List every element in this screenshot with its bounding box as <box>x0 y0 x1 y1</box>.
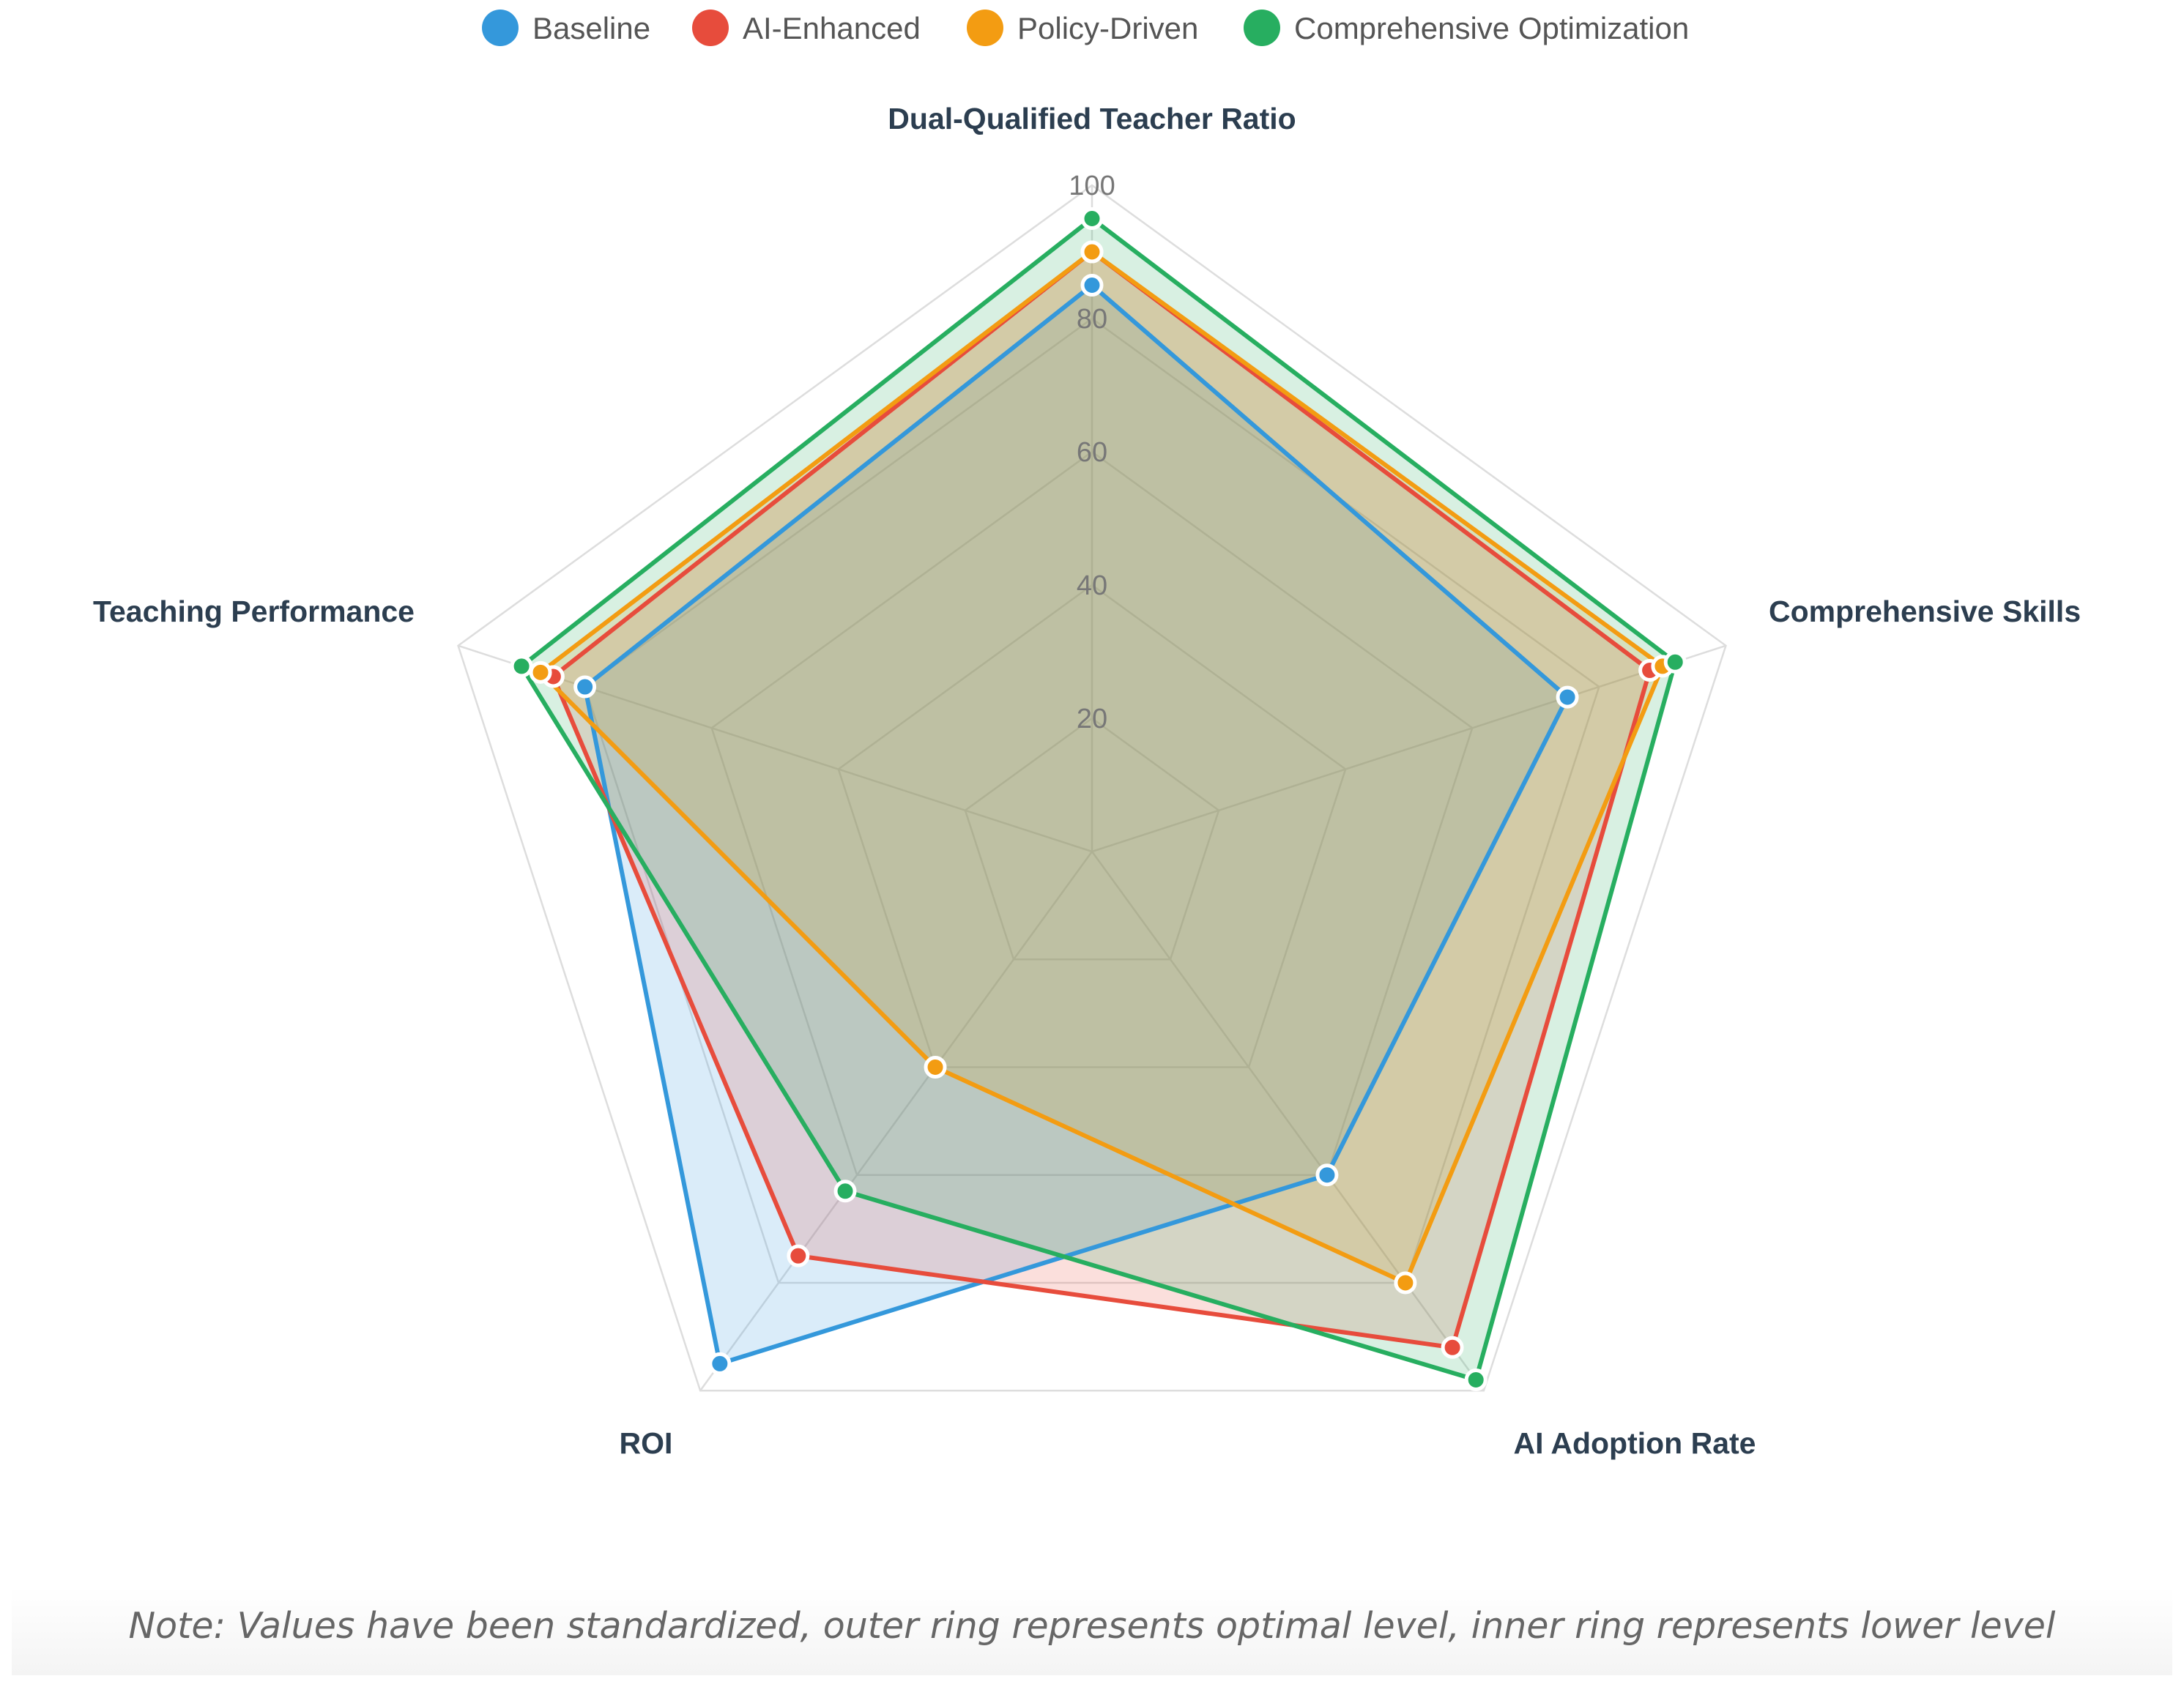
legend-label-comprehensive-optimization: Comprehensive Optimization <box>1294 11 1689 45</box>
axis-label-comprehensive-skills: Comprehensive Skills <box>1769 595 2081 628</box>
series-area-baseline <box>584 285 1568 1364</box>
grid-ring-20 <box>964 717 1220 961</box>
point-comprehensive-optimization-3[interactable] <box>833 1180 857 1203</box>
point-policy-driven-3[interactable] <box>924 1055 947 1079</box>
point-comprehensive-optimization-4[interactable] <box>510 655 533 678</box>
series-line-baseline <box>582 283 1570 1366</box>
point-comprehensive-optimization-0[interactable] <box>1080 207 1104 230</box>
radial-tick-labels: 20 40 60 80 100 <box>1069 171 1115 734</box>
point-baseline-2[interactable] <box>1315 1163 1339 1187</box>
point-ai-enhanced-2[interactable] <box>1441 1336 1464 1359</box>
grid-spoke <box>1091 644 1726 853</box>
point-policy-driven-0[interactable] <box>1080 240 1104 264</box>
series-area-policy-driven <box>541 252 1663 1283</box>
axis-labels: Dual-Qualified Teacher Ratio Comprehensiv… <box>93 102 2081 1460</box>
legend-item-policy-driven[interactable]: Policy-Driven <box>967 10 1198 46</box>
legend-item-comprehensive-optimization[interactable]: Comprehensive Optimization <box>1244 10 1689 46</box>
legend-item-ai-enhanced[interactable]: AI-Enhanced <box>692 10 921 46</box>
series-areas <box>521 218 1676 1380</box>
legend-label-ai-enhanced: AI-Enhanced <box>743 11 921 45</box>
legend-label-policy-driven: Policy-Driven <box>1017 11 1198 45</box>
series-points <box>510 207 1687 1391</box>
axis-label-ai-adoption-rate: AI Adoption Rate <box>1513 1426 1756 1460</box>
series-line-ai-enhanced <box>551 250 1652 1350</box>
series-line-comprehensive-optimization <box>519 216 1678 1382</box>
legend-swatch-comprehensive-optimization <box>1244 10 1280 46</box>
tick-label-20: 20 <box>1077 704 1107 734</box>
point-policy-driven-4[interactable] <box>529 660 552 684</box>
series-line-policy-driven <box>538 250 1665 1285</box>
chart-note: Note: Values have been standardized, out… <box>129 1605 2056 1647</box>
point-ai-enhanced-3[interactable] <box>787 1244 810 1267</box>
point-comprehensive-optimization-1[interactable] <box>1663 650 1687 674</box>
grid-ring-100 <box>457 184 1727 1392</box>
series-lines <box>519 216 1678 1382</box>
legend-label-baseline: Baseline <box>532 11 650 45</box>
axis-label-dual-qualified-teacher-ratio: Dual-Qualified Teacher Ratio <box>888 102 1296 135</box>
legend-swatch-policy-driven <box>967 10 1003 46</box>
legend-swatch-baseline <box>482 10 519 46</box>
grid-ring-80 <box>584 317 1600 1284</box>
point-policy-driven-2[interactable] <box>1394 1271 1417 1295</box>
point-baseline-0[interactable] <box>1080 274 1104 297</box>
legend-swatch-ai-enhanced <box>692 10 729 46</box>
legend-item-baseline[interactable]: Baseline <box>482 10 650 46</box>
grid-spoke <box>699 851 1093 1391</box>
grid-ring-60 <box>710 450 1474 1176</box>
point-baseline-1[interactable] <box>1556 685 1579 709</box>
tick-label-40: 40 <box>1077 570 1107 601</box>
footer-band <box>12 1587 2172 1675</box>
tick-label-80: 80 <box>1077 304 1107 335</box>
legend: Baseline AI-Enhanced Policy-Driven Comprehe… <box>482 10 1689 46</box>
point-baseline-3[interactable] <box>708 1352 732 1375</box>
tick-label-100: 100 <box>1069 171 1115 201</box>
point-baseline-4[interactable] <box>573 675 597 699</box>
point-comprehensive-optimization-2[interactable] <box>1464 1368 1487 1391</box>
grid-spoke <box>1091 851 1485 1391</box>
axis-label-teaching-performance: Teaching Performance <box>93 595 415 628</box>
axis-label-roi: ROI <box>620 1426 673 1460</box>
grid-ring-40 <box>837 584 1347 1068</box>
tick-label-60: 60 <box>1077 437 1107 468</box>
